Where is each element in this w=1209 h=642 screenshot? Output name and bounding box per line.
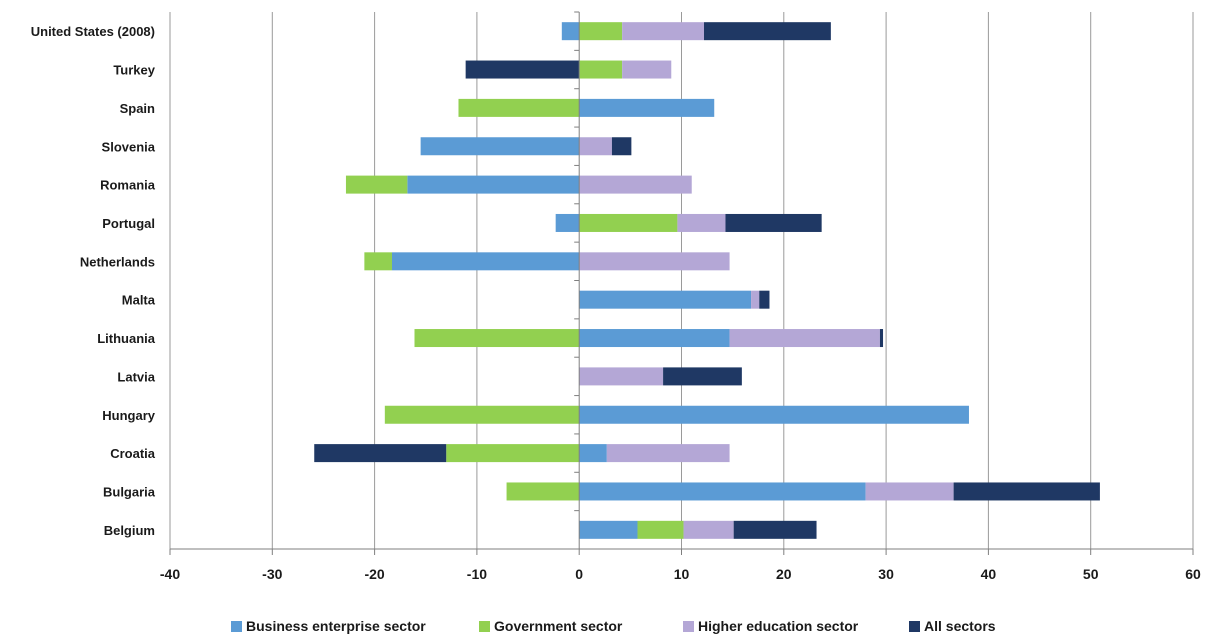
y-axis: United States (2008) Turkey Spain Slovenia R…: [31, 11, 580, 550]
gridlines: [169, 12, 1194, 549]
category-label: Croatia: [110, 446, 156, 461]
bar-segment: [637, 520, 684, 539]
bar-segment: [729, 329, 880, 348]
bar-segment: [725, 213, 822, 232]
bar-segment: [751, 290, 760, 309]
category-label: Hungary: [102, 408, 156, 423]
bar-segment: [579, 520, 638, 539]
category-label: Slovenia: [102, 139, 156, 154]
category-label: Romania: [100, 178, 156, 193]
x-tick-label: -20: [364, 566, 384, 582]
bar-segment: [384, 405, 580, 424]
bar-segment: [579, 175, 692, 194]
x-tick-label: -10: [467, 566, 487, 582]
legend-swatch: [479, 621, 490, 632]
x-tick-label: 50: [1083, 566, 1099, 582]
bar-segment: [465, 60, 580, 79]
bar-segment: [407, 175, 580, 194]
x-tick-label: 60: [1185, 566, 1201, 582]
bar-segment: [506, 482, 580, 501]
bar-segment: [953, 482, 1100, 501]
x-tick-label: 20: [776, 566, 792, 582]
category-label: Latvia: [117, 369, 155, 384]
bar-segment: [683, 520, 734, 539]
bar-segment: [314, 444, 447, 463]
x-axis: -40 -30 -20 -10 0 10 20 30 40 50 60: [160, 548, 1201, 582]
bar-segment: [879, 329, 884, 348]
bar-segment: [446, 444, 580, 463]
bar-segment: [622, 60, 672, 79]
x-tick-label: 30: [878, 566, 894, 582]
bar-segment: [391, 252, 580, 271]
x-tick-label: 0: [575, 566, 583, 582]
bar-segment: [663, 367, 742, 386]
x-tick-label: 40: [981, 566, 997, 582]
bar-segment: [579, 444, 607, 463]
bar-segment: [865, 482, 954, 501]
legend: Business enterprise sector Government sec…: [231, 618, 996, 634]
category-label: United States (2008): [31, 24, 155, 39]
legend-label: All sectors: [924, 618, 996, 634]
bar-segment: [677, 213, 726, 232]
bar-segment: [579, 98, 715, 117]
x-tick-label: -40: [160, 566, 180, 582]
bar-segment: [579, 60, 623, 79]
bar-segment: [733, 520, 817, 539]
bar-segment: [555, 213, 580, 232]
bar-segment: [579, 22, 623, 41]
legend-label: Government sector: [494, 618, 623, 634]
bar-segment: [579, 290, 752, 309]
legend-label: Higher education sector: [698, 618, 859, 634]
bar-segment: [579, 482, 866, 501]
legend-swatch: [909, 621, 920, 632]
bar-segment: [420, 137, 580, 156]
bar-segment: [579, 213, 678, 232]
bar-segment: [622, 22, 705, 41]
category-label: Netherlands: [80, 254, 155, 269]
x-tick-label: -30: [262, 566, 282, 582]
bar-segment: [579, 367, 664, 386]
category-label: Malta: [122, 293, 156, 308]
category-label: Spain: [120, 101, 155, 116]
bars: [314, 22, 1100, 539]
legend-label: Business enterprise sector: [246, 618, 426, 634]
bar-segment: [579, 329, 730, 348]
category-label: Bulgaria: [103, 484, 156, 499]
bar-segment: [364, 252, 392, 271]
category-label: Turkey: [113, 63, 155, 78]
legend-swatch: [683, 621, 694, 632]
bar-segment: [561, 22, 580, 41]
bar-segment: [606, 444, 730, 463]
category-label: Lithuania: [97, 331, 156, 346]
category-label: Portugal: [102, 216, 155, 231]
bar-segment: [414, 329, 580, 348]
bar-segment: [704, 22, 831, 41]
bar-segment: [345, 175, 408, 194]
category-label: Belgium: [104, 523, 155, 538]
bar-segment: [759, 290, 770, 309]
x-tick-label: 10: [674, 566, 690, 582]
bar-segment: [579, 252, 730, 271]
bar-segment: [611, 137, 632, 156]
legend-swatch: [231, 621, 242, 632]
bar-segment: [579, 137, 612, 156]
bar-segment: [579, 405, 969, 424]
bar-segment: [458, 98, 580, 117]
